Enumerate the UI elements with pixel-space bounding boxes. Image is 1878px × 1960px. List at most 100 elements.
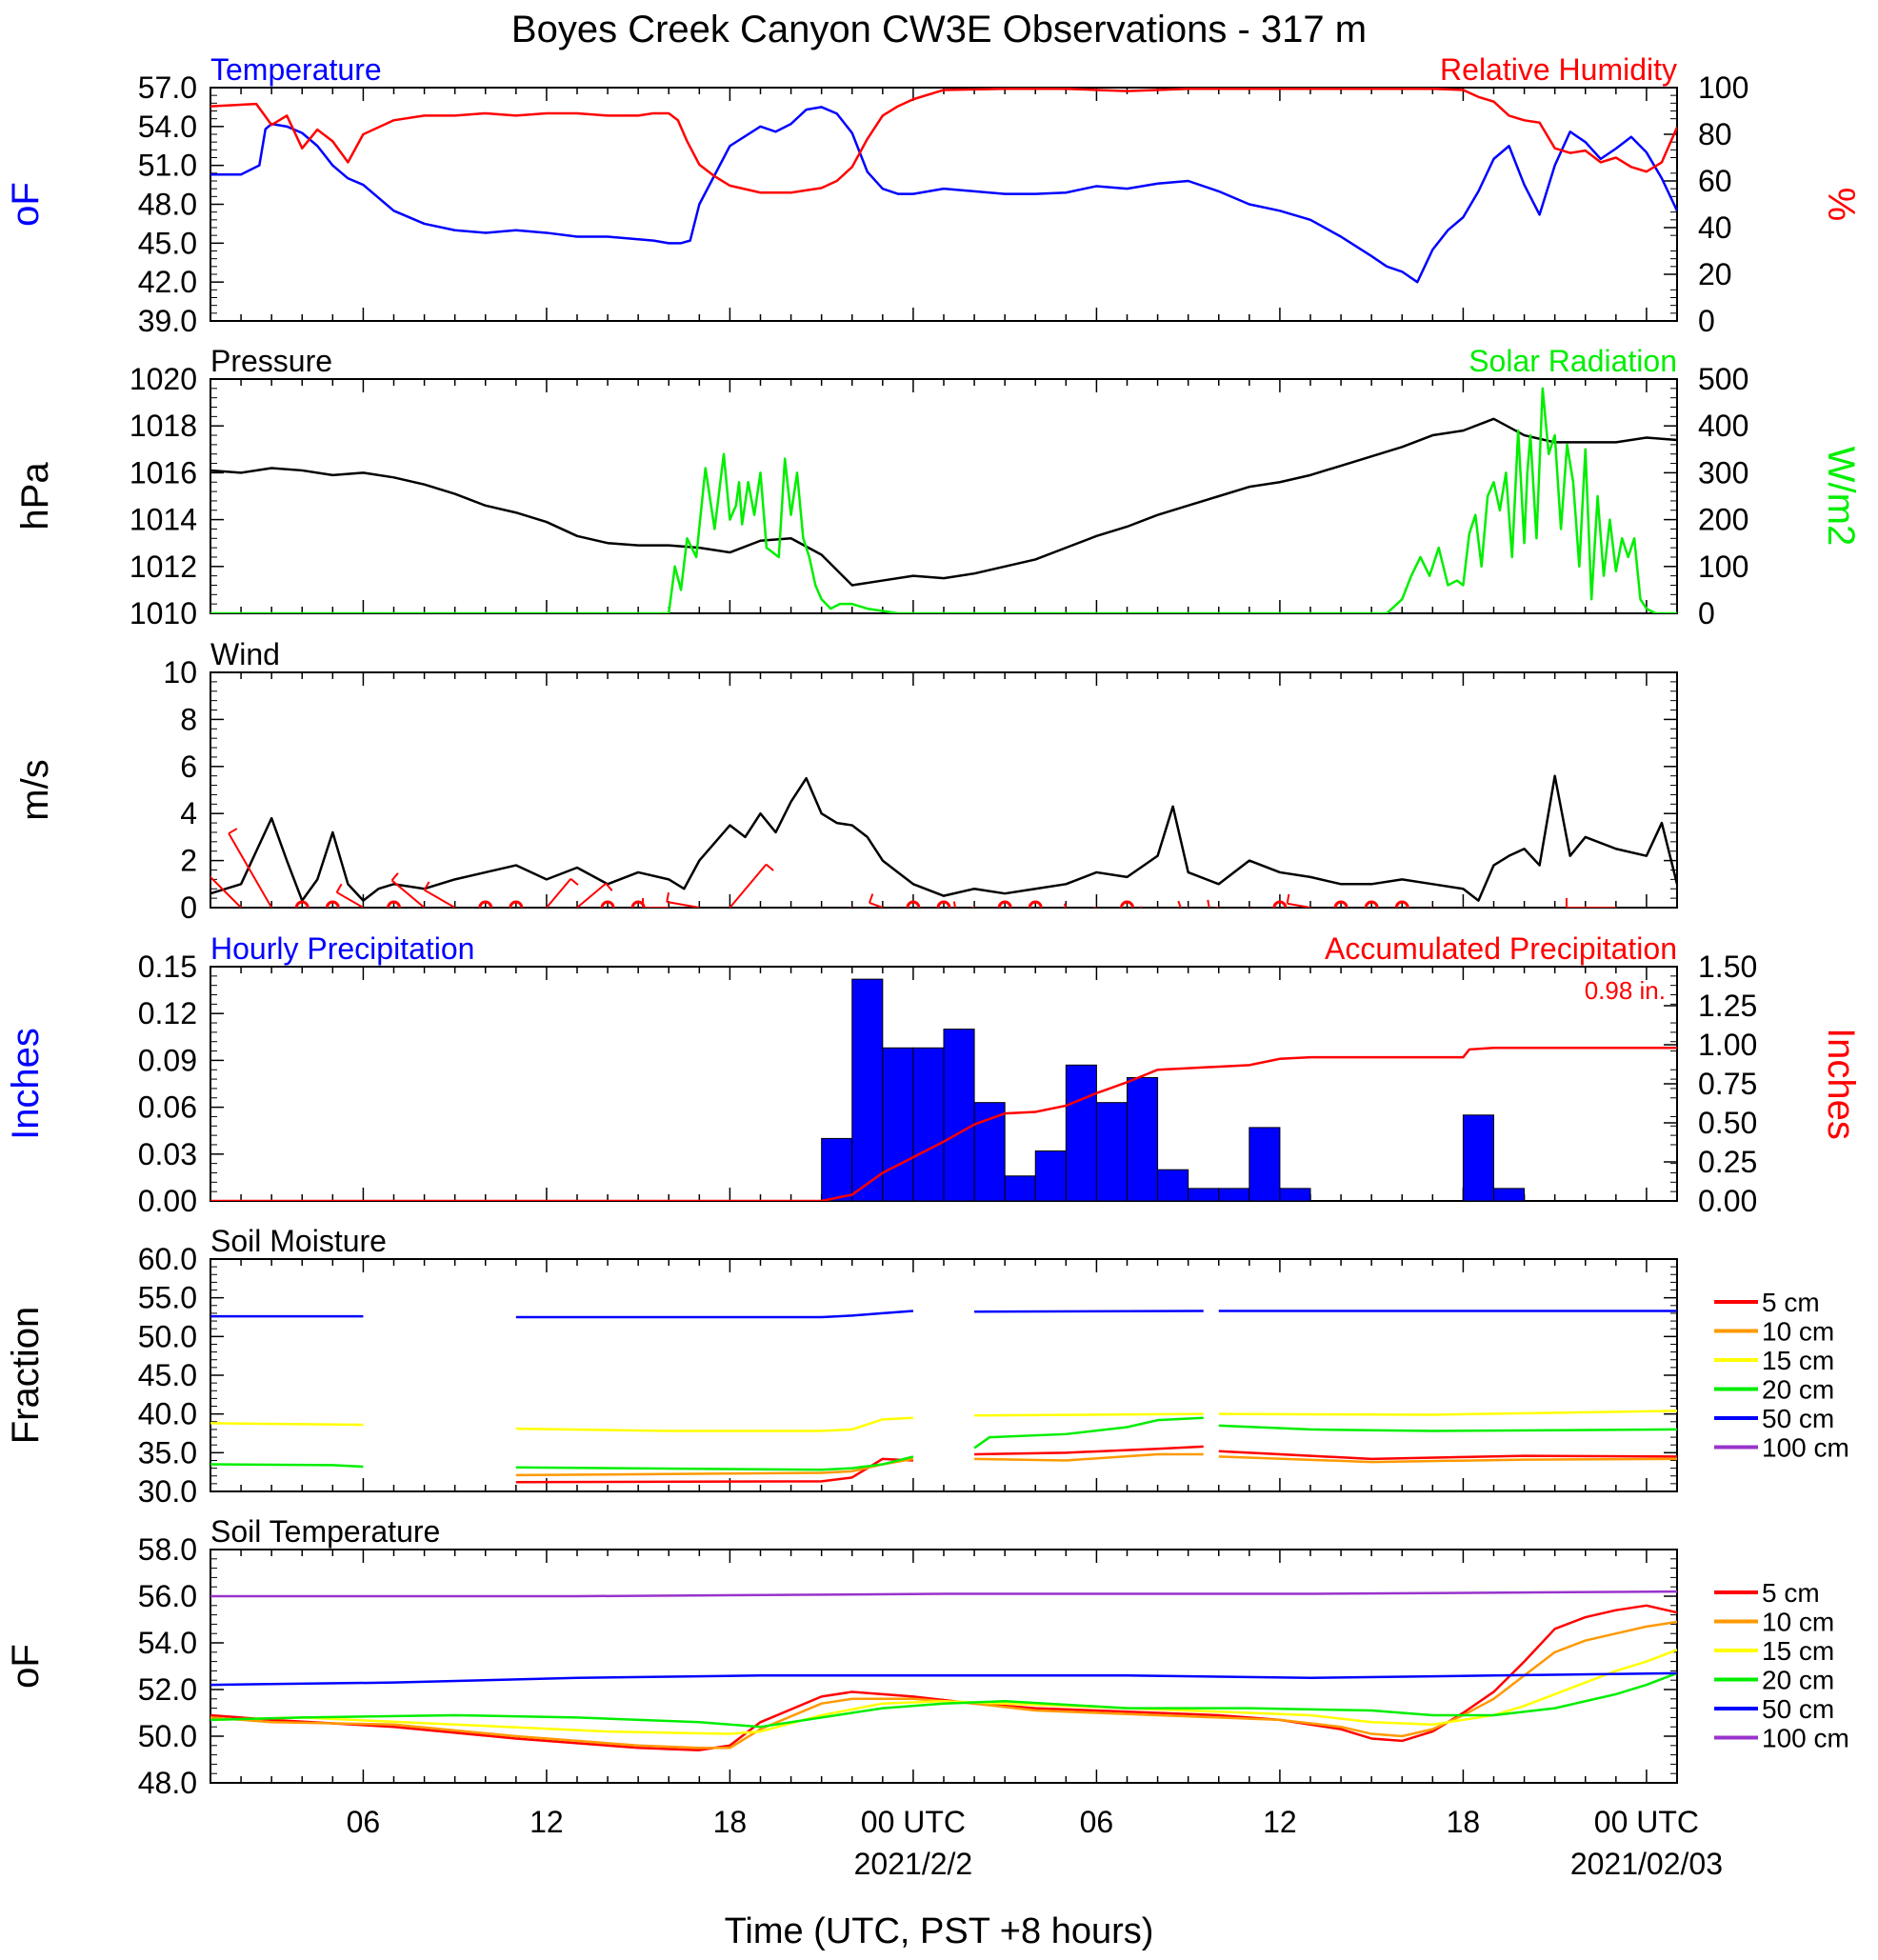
legend-label: 10 cm xyxy=(1762,1608,1834,1637)
y-tick-label-left: 60.0 xyxy=(138,1242,197,1276)
y-tick-label-right: 1.00 xyxy=(1698,1028,1757,1062)
plot-area xyxy=(210,774,1677,908)
series-line-wind xyxy=(210,774,1677,902)
y-tick-label-left: 0.03 xyxy=(138,1137,197,1171)
y-tick-label-left: 55.0 xyxy=(138,1281,197,1315)
legend-label: 100 cm xyxy=(1762,1433,1849,1463)
wind-barb xyxy=(228,828,273,908)
precip-bar xyxy=(943,1029,975,1201)
precip-bar xyxy=(1004,1175,1036,1201)
series-line-20-cm xyxy=(1218,1424,1677,1432)
panel-title-left: Pressure xyxy=(210,344,332,378)
y-tick-label-left: 58.0 xyxy=(138,1532,197,1567)
wind-barb xyxy=(335,883,364,908)
chart-title: Boyes Creek Canyon CW3E Observations - 3… xyxy=(511,9,1367,50)
y-tick-label-right: 20 xyxy=(1698,257,1732,291)
panel-title-left: Hourly Precipitation xyxy=(210,931,474,966)
panel-title-right: Solar Radiation xyxy=(1468,344,1677,378)
precip-bar xyxy=(1065,1064,1097,1201)
y-axis-label-left: hPa xyxy=(14,462,56,530)
y-axis-label-left: oF xyxy=(5,182,47,227)
accumulated-precip-line xyxy=(210,1047,1677,1201)
wind-calm-marker xyxy=(325,900,340,908)
y-tick-label-left: 0.15 xyxy=(138,950,197,984)
y-axis-label-right: Inches xyxy=(1820,1028,1862,1140)
wind-calm-marker xyxy=(294,900,310,908)
y-axis-label-left: Fraction xyxy=(5,1307,47,1445)
y-tick-label-left: 54.0 xyxy=(138,110,197,144)
precip-bar xyxy=(1462,1114,1494,1201)
wind-barb xyxy=(423,881,456,908)
panel-title-left: Soil Temperature xyxy=(210,1514,440,1549)
series-line-10-cm xyxy=(1218,1455,1677,1464)
series-line-15-cm xyxy=(1218,1410,1677,1416)
wind-barb xyxy=(868,893,884,908)
wind-barb xyxy=(1286,893,1311,908)
series-line-pressure xyxy=(210,417,1677,587)
y-tick-label-left: 0.06 xyxy=(138,1090,197,1125)
plot-area xyxy=(210,88,1677,284)
y-tick-label-left: 10 xyxy=(163,655,197,690)
y-tick-label-left: 0.09 xyxy=(138,1043,197,1077)
precip-bar xyxy=(1493,1188,1526,1201)
y-tick-label-left: 6 xyxy=(180,750,197,784)
y-axis-label-right: % xyxy=(1820,188,1862,222)
panel-title-left: Soil Moisture xyxy=(210,1224,387,1258)
y-tick-label-right: 1.25 xyxy=(1698,989,1757,1023)
series-line-5-cm xyxy=(210,1604,1677,1751)
precip-bar xyxy=(821,1137,853,1201)
series-line-20-cm xyxy=(210,1671,1677,1729)
wind-barb xyxy=(1064,903,1097,908)
wind-barb xyxy=(576,882,613,908)
x-tick-label: 18 xyxy=(1447,1805,1481,1839)
y-tick-label-left: 0 xyxy=(180,890,197,925)
y-tick-label-right: 500 xyxy=(1698,362,1748,396)
series-line-20-cm xyxy=(973,1416,1204,1450)
legend-label: 15 cm xyxy=(1762,1636,1834,1666)
wind-calm-marker xyxy=(1272,900,1288,908)
plot-area xyxy=(210,387,1677,613)
x-axis: 06 12 18 00 UTC 06 12 18 00 UTC 2021/2/2 2021/02/… xyxy=(347,1805,1723,1881)
series-line-5-cm xyxy=(974,1445,1204,1456)
y-tick-label-left: 42.0 xyxy=(138,265,197,299)
y-tick-label-left: 48.0 xyxy=(138,1766,197,1800)
y-tick-label-right: 0.50 xyxy=(1698,1106,1757,1140)
wind-barb xyxy=(390,872,426,908)
wind-barb xyxy=(642,898,669,908)
series-line-5-cm xyxy=(1218,1450,1677,1461)
y-axis-label-left: Inches xyxy=(5,1028,47,1140)
y-tick-label-left: 52.0 xyxy=(138,1672,197,1707)
y-tick-label-right: 100 xyxy=(1698,70,1748,105)
legend-label: 50 cm xyxy=(1762,1404,1834,1433)
y-tick-label-right: 0.00 xyxy=(1698,1184,1757,1218)
x-tick-label: 18 xyxy=(713,1805,748,1839)
wind-barb xyxy=(666,891,700,908)
legend-label: 5 cm xyxy=(1762,1578,1820,1608)
series-line-100-cm xyxy=(210,1590,1677,1598)
wind-barb xyxy=(546,877,579,908)
y-tick-label-left: 56.0 xyxy=(138,1579,197,1613)
x-tick-label: 00 UTC xyxy=(861,1805,966,1839)
wind-calm-marker xyxy=(1120,900,1134,908)
precip-total-annotation: 0.98 in. xyxy=(1585,976,1666,1005)
series-line-15-cm xyxy=(974,1412,1204,1417)
precip-bar xyxy=(1034,1150,1067,1201)
x-date-label: 2021/2/2 xyxy=(854,1847,973,1881)
series-line-relative-humidity xyxy=(210,88,1677,194)
wind-barb xyxy=(1207,899,1219,908)
y-tick-label-right: 0 xyxy=(1698,304,1715,338)
x-tick-label: 00 UTC xyxy=(1594,1805,1699,1839)
y-tick-label-left: 35.0 xyxy=(138,1435,197,1470)
legend-label: 50 cm xyxy=(1762,1694,1834,1724)
wind-barb xyxy=(1565,898,1616,908)
y-tick-label-left: 40.0 xyxy=(138,1397,197,1431)
legend-label: 10 cm xyxy=(1762,1317,1834,1347)
wind-calm-marker xyxy=(1394,900,1409,908)
y-tick-label-left: 1014 xyxy=(130,503,197,537)
y-tick-label-left: 30.0 xyxy=(138,1474,197,1509)
x-axis-label: Time (UTC, PST +8 hours) xyxy=(725,1911,1154,1951)
y-tick-label-left: 0.12 xyxy=(138,996,197,1030)
